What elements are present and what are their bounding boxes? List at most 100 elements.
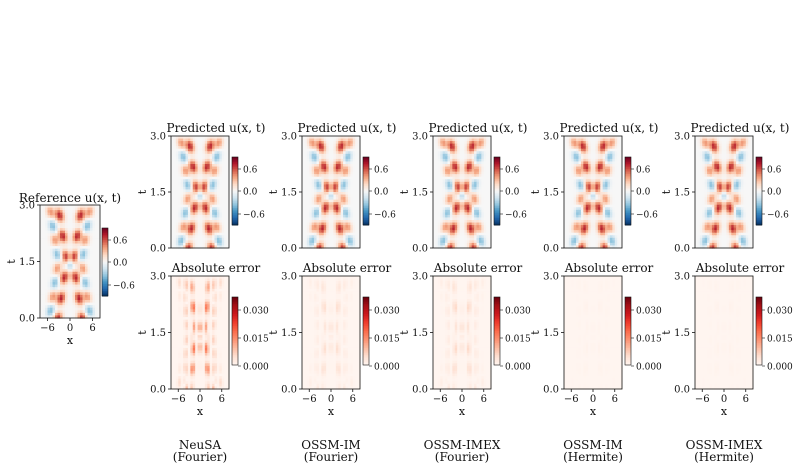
reference-heatmap-cell — [55, 243, 59, 247]
reference-heatmap-cell — [40, 315, 44, 319]
reference-heatmap-cell — [60, 271, 64, 275]
reference-heatmap-cell — [95, 289, 99, 293]
reference-heatmap-cell — [47, 207, 51, 211]
reference-heatmap-cell — [50, 220, 54, 224]
method-1-pred-heatmap-cell — [187, 143, 191, 147]
reference-heatmap-cell — [65, 258, 69, 263]
reference-heatmap-cell — [60, 207, 64, 211]
reference-heatmap-cell — [70, 240, 74, 245]
reference-heatmap-cell — [52, 269, 56, 273]
reference-heatmap-cell — [65, 251, 69, 255]
reference-heatmap-cell — [80, 300, 84, 304]
reference-heatmap-cell — [57, 225, 61, 229]
reference-heatmap-cell — [60, 289, 64, 293]
reference-heatmap-cell — [42, 292, 46, 296]
reference-heatmap-cell — [85, 215, 89, 219]
reference-heatmap-cell — [62, 210, 66, 214]
reference-heatmap-cell — [55, 292, 59, 296]
reference-heatmap-cell — [92, 312, 96, 317]
reference-heatmap-cell — [47, 215, 51, 219]
reference-heatmap-cell — [72, 215, 76, 219]
method-1-pred-heatmap-cell — [202, 138, 206, 142]
reference-heatmap-cell — [67, 302, 71, 306]
reference-heatmap-cell — [57, 207, 61, 211]
reference-heatmap-cell — [60, 297, 64, 301]
reference-heatmap-cell — [62, 215, 66, 219]
reference-heatmap-cell — [70, 287, 74, 291]
reference-heatmap-cell — [85, 207, 89, 211]
reference-heatmap-cell — [95, 217, 99, 222]
method-1-pred-heatmap-cell — [183, 141, 187, 145]
method-1-pred-heatmap-cell — [204, 143, 208, 147]
reference-xlabel: x — [67, 334, 74, 347]
reference-heatmap-cell — [77, 302, 81, 306]
reference-heatmap-cell — [77, 284, 81, 288]
reference-heatmap-cell — [62, 294, 66, 299]
reference-heatmap-cell — [47, 243, 51, 247]
reference-heatmap-cell — [50, 251, 54, 255]
reference-heatmap-cell — [70, 312, 74, 317]
reference-heatmap-cell — [77, 233, 81, 237]
reference-heatmap-cell — [77, 256, 81, 260]
method-1-pred-heatmap-cell — [185, 143, 189, 147]
reference-heatmap-cell — [62, 302, 66, 306]
reference-heatmap-cell — [87, 282, 91, 286]
reference-heatmap-cell — [80, 315, 84, 319]
reference-heatmap-cell — [60, 233, 64, 237]
reference-heatmap-cell — [50, 261, 54, 265]
reference-heatmap-cell — [57, 230, 61, 234]
reference-heatmap-cell — [87, 228, 91, 232]
method-1-pred-heatmap-cell — [192, 138, 196, 142]
method-1-pred-heatmap-cell — [224, 136, 228, 140]
method-1-pred-heatmap-cell — [180, 141, 184, 145]
reference-heatmap-cell — [70, 264, 74, 268]
reference-heatmap-cell — [72, 248, 76, 252]
method-1-pred-heatmap-cell — [214, 141, 218, 145]
reference-heatmap-cell — [67, 264, 71, 268]
reference-heatmap-cell — [42, 233, 46, 237]
reference-heatmap-cell — [70, 205, 74, 209]
reference-heatmap-cell — [82, 294, 86, 299]
method-1-pred-heatmap-cell — [216, 136, 220, 140]
reference-heatmap-cell — [55, 269, 59, 273]
method-1-caption-line2: (Fourier) — [173, 450, 227, 464]
reference-heatmap-cell — [87, 261, 91, 265]
reference-heatmap-cell — [40, 248, 44, 252]
reference-heatmap-cell — [80, 307, 84, 311]
reference-heatmap-cell — [77, 282, 81, 286]
method-1-pred-heatmap-cell — [175, 136, 179, 140]
reference-heatmap-cell — [92, 269, 96, 273]
reference-heatmap-cell — [57, 220, 61, 224]
reference-heatmap-cell — [60, 274, 64, 278]
reference-colorbar — [101, 227, 109, 297]
reference-heatmap-cell — [87, 212, 91, 216]
reference-heatmap-cell — [55, 228, 59, 232]
reference-heatmap-cell — [62, 225, 66, 229]
reference-heatmap-cell — [70, 222, 74, 227]
reference-heatmap-cell — [67, 222, 71, 227]
reference-heatmap-cell — [67, 310, 71, 314]
reference-heatmap-cell — [45, 210, 49, 214]
reference-heatmap-cell — [62, 264, 66, 268]
reference-heatmap-cell — [47, 292, 51, 296]
method-1-pred-heatmap-cell — [185, 136, 189, 140]
reference-heatmap-cell — [47, 240, 51, 245]
reference-heatmap-cell — [72, 212, 76, 216]
reference-heatmap-cell — [40, 302, 44, 306]
reference-heatmap-cell — [70, 230, 74, 234]
reference-heatmap-cell — [40, 266, 44, 270]
reference-heatmap-cell — [75, 284, 79, 288]
reference-heatmap-cell — [50, 305, 54, 309]
reference-heatmap-cell — [67, 233, 71, 237]
reference-heatmap-cell — [55, 276, 59, 281]
method-1-pred-heatmap-cell — [202, 136, 206, 140]
method-1-pred-heatmap-cell — [192, 146, 196, 150]
method-1-pred-heatmap-cell — [216, 141, 220, 145]
reference-heatmap-cell — [47, 233, 51, 237]
method-1-pred-colorbar-label: 0.6 — [243, 166, 258, 176]
method-1-pred-heatmap-cell — [200, 141, 204, 145]
reference-heatmap-cell — [85, 310, 89, 314]
reference-heatmap-cell — [77, 269, 81, 273]
reference-heatmap-cell — [82, 210, 86, 214]
reference-heatmap-cell — [55, 307, 59, 311]
